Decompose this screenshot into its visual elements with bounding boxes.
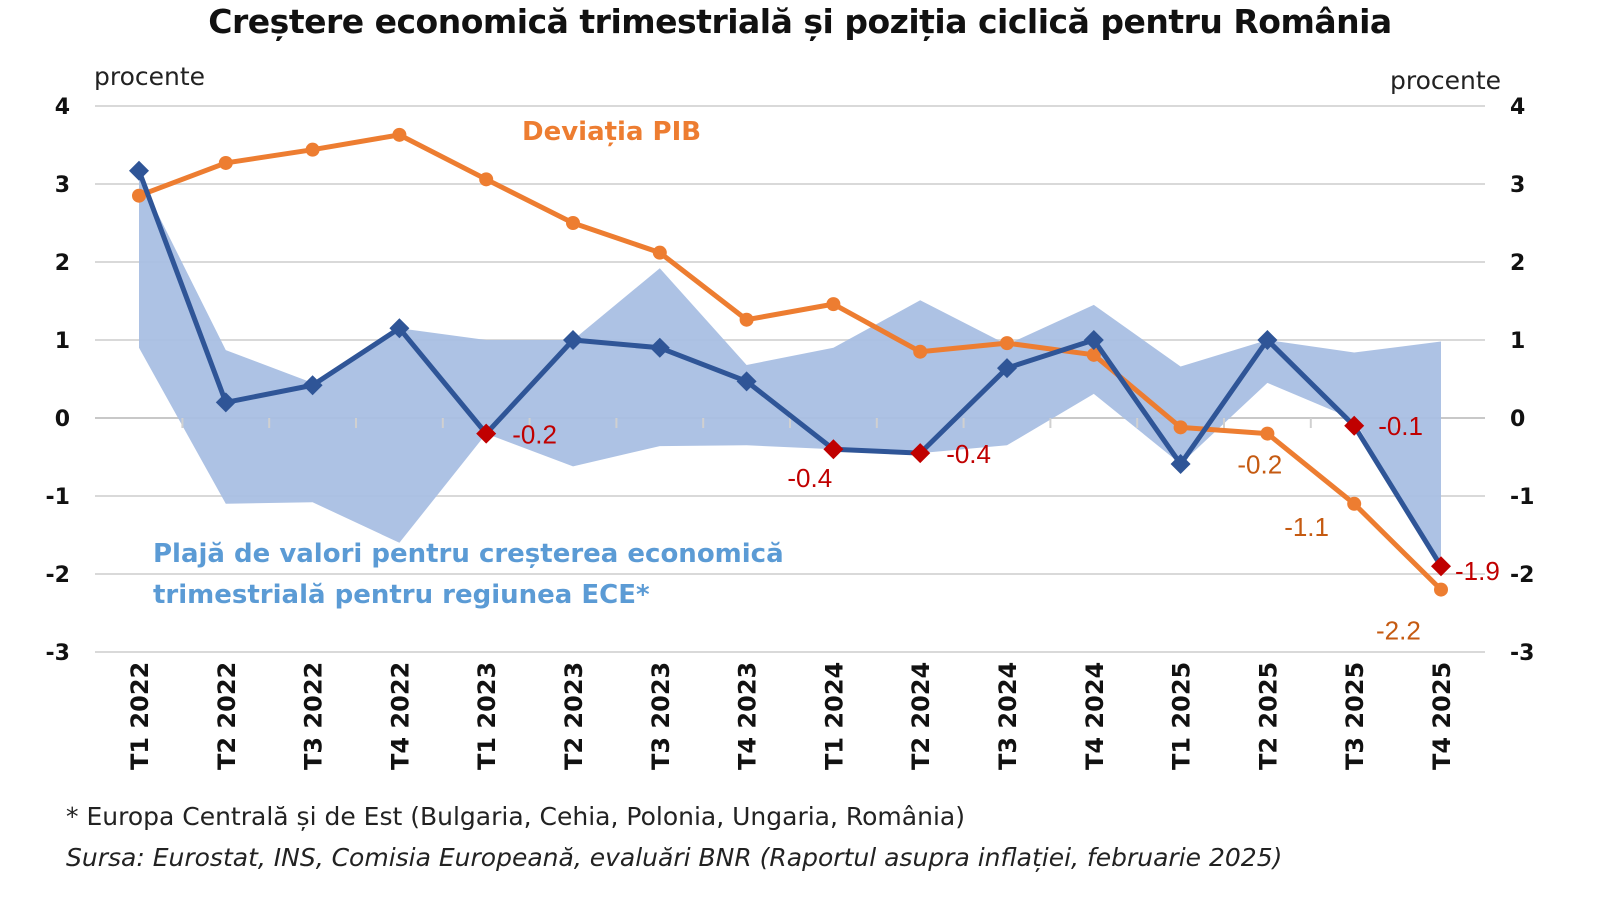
gdp-gap-point — [1173, 420, 1188, 435]
growth-point — [1083, 330, 1104, 350]
gdp-gap-point — [132, 188, 146, 203]
growth-data-label: -0.2 — [512, 420, 557, 450]
growth-point — [1344, 415, 1365, 436]
growth-point — [563, 330, 583, 350]
growth-data-label: -0.4 — [946, 439, 991, 469]
y-tick-label-left: 1 — [55, 329, 70, 354]
footnote: * Europa Centrală și de Est (Bulgaria, C… — [66, 802, 965, 831]
gdp-gap-point — [1260, 426, 1275, 441]
growth-point — [649, 337, 670, 358]
growth-data-label: -1.9 — [1455, 556, 1500, 586]
band-legend-label: trimestrială pentru regiunea ECE* — [153, 580, 650, 610]
gdp-gap-point — [1086, 347, 1101, 362]
x-tick-label: T1 2025 — [1168, 662, 1196, 770]
x-tick-label: T4 2025 — [1428, 662, 1456, 770]
x-tick-label: T3 2023 — [647, 662, 675, 770]
gdp-gap-point — [826, 297, 841, 312]
y-tick-label-left: -3 — [46, 641, 70, 666]
x-tick-label: T4 2024 — [1081, 662, 1109, 770]
source-note: Sursa: Eurostat, INS, Comisia Europeană,… — [66, 843, 1283, 872]
gdp-gap-legend-label: Deviația PIB — [522, 117, 701, 147]
y-tick-label-right: 4 — [1510, 95, 1525, 120]
x-tick-label: T1 2024 — [820, 662, 848, 770]
y-tick-label-right: 0 — [1510, 407, 1525, 432]
band-legend-label: Plajă de valori pentru creșterea economi… — [153, 539, 784, 569]
gdp-gap-point — [652, 245, 667, 260]
gdp-gap-line — [138, 132, 1443, 592]
y-tick-label-left: 3 — [55, 173, 70, 198]
x-tick-label: T1 2022 — [126, 662, 154, 770]
x-tick-label: T2 2024 — [907, 662, 935, 770]
gdp-gap-point — [479, 172, 494, 187]
right-axis-unit: procente — [1390, 66, 1502, 95]
x-tick-label: T4 2022 — [386, 662, 414, 770]
gdp-gap-point — [913, 344, 928, 359]
chart-title: Creștere economică trimestrială și poziț… — [208, 2, 1392, 41]
gdp-gap-data-label: -2.2 — [1376, 616, 1421, 646]
gdp-gap-point — [305, 142, 320, 157]
x-tick-label: T4 2023 — [734, 662, 762, 770]
x-tick-label: T3 2024 — [994, 662, 1022, 770]
gdp-gap-data-label: -0.2 — [1237, 450, 1282, 480]
y-tick-label-right: 2 — [1510, 251, 1525, 276]
gdp-gap-point — [1434, 582, 1448, 597]
x-tick-label: T2 2022 — [213, 662, 241, 770]
growth-point — [389, 318, 410, 339]
growth-point — [302, 375, 323, 396]
y-tick-label-left: -1 — [46, 485, 70, 510]
growth-point — [736, 371, 757, 392]
growth-point — [910, 443, 931, 464]
y-tick-label-left: 2 — [55, 251, 70, 276]
x-tick-label: T2 2025 — [1254, 662, 1282, 770]
growth-point — [129, 160, 149, 181]
left-axis-unit: procente — [94, 62, 206, 91]
gdp-gap-data-label: -1.1 — [1284, 512, 1329, 542]
growth-point — [1257, 330, 1278, 350]
growth-point — [1170, 454, 1191, 475]
x-tick-label: T2 2023 — [560, 662, 588, 770]
x-tick-label: T1 2023 — [473, 662, 501, 770]
y-tick-label-right: -1 — [1510, 485, 1534, 510]
growth-data-label: -0.1 — [1378, 411, 1423, 441]
range-band — [139, 176, 1441, 571]
growth-data-label: -0.4 — [787, 463, 832, 493]
growth-line — [136, 169, 1444, 568]
y-tick-label-left: 0 — [55, 407, 70, 432]
gdp-gap-point — [1347, 496, 1362, 511]
growth-point — [1431, 556, 1451, 577]
x-tick-label: T3 2025 — [1341, 662, 1369, 770]
y-tick-label-left: -2 — [46, 563, 70, 588]
growth-point — [476, 423, 497, 444]
x-tick-label: T3 2022 — [300, 662, 328, 770]
growth-point — [823, 439, 844, 460]
gdp-gap-point — [218, 155, 233, 170]
gdp-gap-point — [566, 216, 580, 230]
y-tick-label-right: -3 — [1510, 641, 1534, 666]
gdp-gap-point — [1000, 336, 1014, 351]
growth-point — [997, 358, 1017, 379]
gdp-gap-point — [739, 312, 754, 327]
growth-point — [215, 392, 236, 413]
y-tick-label-left: 4 — [55, 95, 70, 120]
y-tick-label-right: -2 — [1510, 563, 1534, 588]
gdp-gap-point — [392, 127, 407, 142]
y-tick-label-right: 1 — [1510, 329, 1525, 354]
y-tick-label-right: 3 — [1510, 173, 1525, 198]
